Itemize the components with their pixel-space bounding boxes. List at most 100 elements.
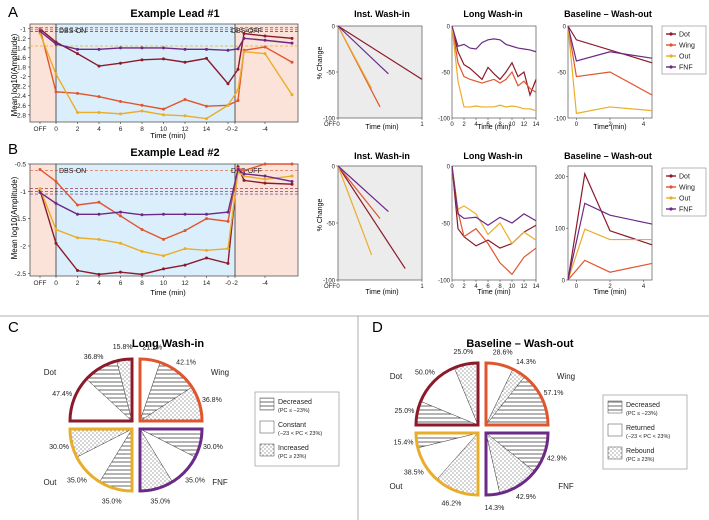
b-series-out-point (205, 248, 208, 252)
b-long-xtick-label: 14 (533, 284, 540, 290)
a-series-dot-point (97, 64, 101, 68)
b-inst-ylabel: % Change (317, 199, 324, 232)
b-series-out-point (290, 174, 294, 178)
d-pie-legend-sub: (−23 < PC < 23%) (626, 434, 670, 440)
d-fnf-slice-label: 14.3% (484, 505, 504, 512)
a-frame (29, 23, 299, 123)
b-series-out-point (263, 177, 267, 181)
b-xtick-label: -2 (232, 280, 238, 287)
b-inst-ytick-label: 0 (332, 165, 336, 171)
b-inst-xtick-label: 1 (420, 284, 424, 290)
b-series-out-point (183, 247, 187, 251)
c-fnf-quadrant-outline (138, 427, 204, 493)
b-legend-wing-marker (669, 185, 673, 189)
b-inst-series-out-line (337, 165, 373, 256)
a-xtick-label: 2 (76, 126, 80, 133)
a-xtick-label: 6 (119, 126, 123, 133)
a-base-ytick-label: -50 (557, 71, 566, 77)
b-series-dot-point (242, 178, 246, 182)
b-series-wing-point (140, 228, 144, 232)
c-pie-legend-swatch (259, 420, 275, 434)
a-series-out-point (263, 52, 267, 56)
c-label-out: Out (44, 478, 58, 487)
a-series-out-point (119, 112, 122, 116)
a-series-wing-point (183, 98, 187, 102)
a-xtick-label: -0 (225, 126, 231, 133)
b-series-wing-point (38, 167, 42, 171)
a-series-out-point (38, 32, 42, 36)
a-inst-ytick-label: 0 (332, 25, 336, 31)
b-series-dot-point (119, 270, 122, 274)
b-base-frame (567, 165, 653, 281)
a-long-ytick-label: -100 (438, 117, 451, 123)
d-label-fnf: FNF (558, 482, 574, 491)
panel-label-b: B (8, 141, 18, 158)
d-wing-slice-label: 28.6% (493, 349, 513, 356)
a-legend-out-marker (669, 54, 673, 58)
a-long-ytick-label: -50 (441, 71, 450, 77)
a-series-out-point (242, 50, 246, 54)
a-series-wing-point (236, 98, 240, 102)
a-long-frame (451, 25, 537, 119)
c-pie-legend-label: Decreased (278, 399, 312, 406)
a-ytick-label: -2.4 (15, 93, 27, 100)
a-ytick-label: -2.2 (15, 84, 27, 91)
b-series-wing-point (119, 214, 122, 218)
b-series-fnf-point (290, 179, 294, 183)
c-dot-quadrant-outline (68, 357, 134, 423)
a-series-dot-point (290, 36, 294, 40)
d-wing-slice-label: 57.1% (544, 390, 564, 397)
b-ytick-label: -2.5 (15, 271, 27, 278)
b-inst-xtick-label: 0 (336, 284, 340, 290)
d-pie-legend-label: Rebound (626, 448, 655, 455)
b-long-ytick-label: -50 (441, 222, 450, 228)
d-out-slice-label: 38.5% (404, 469, 424, 476)
d-pie-legend-swatch (607, 400, 623, 414)
b-series-dot-line (39, 164, 293, 276)
b-series-out-point (119, 241, 122, 245)
a-long-xtick-label: 4 (474, 122, 478, 128)
b-series-dot-point (183, 263, 187, 267)
panel-label-a: A (8, 4, 18, 21)
a-series-out-point (54, 72, 58, 76)
a-series-wing-point (119, 99, 122, 103)
b-series-fnf-point (76, 212, 79, 216)
d-dot-slice-label: 25.0% (395, 408, 415, 415)
c-pie-legend-swatch (259, 397, 275, 411)
a-bg-dbs-on (56, 24, 235, 122)
b-xtick-label: -4 (262, 280, 268, 287)
b-long-xtick-label: 6 (486, 284, 490, 290)
a-series-fnf-point (183, 47, 187, 51)
b-base-series-fnf-line (567, 202, 653, 281)
a-series-wing-point (76, 91, 79, 95)
a-series-out-point (205, 117, 208, 121)
chart-title-a-long: Long Wash-in (463, 9, 522, 19)
a-series-fnf-line (39, 30, 293, 51)
c-fnf-slice-label: 30.0% (203, 444, 223, 451)
c-out-slice-label: 35.0% (102, 499, 122, 506)
b-series-fnf-point (162, 212, 165, 216)
a-legend-dot-label: Dot (679, 32, 690, 39)
b-series-fnf-point (242, 172, 246, 176)
b-base-ytick-label: 200 (555, 175, 566, 181)
c-out-quadrant-outline (68, 427, 134, 493)
b-series-dot-point (76, 269, 79, 273)
chart-title-a-inst: Inst. Wash-in (354, 9, 410, 19)
b-ytick-label: -1.5 (15, 216, 27, 223)
panel-label-c: C (8, 319, 19, 336)
b-long-xtick-label: 10 (509, 284, 516, 290)
a-series-wing-point (290, 60, 294, 64)
b-long-series-fnf-line (451, 165, 537, 227)
a-series-dot-point (205, 56, 208, 60)
b-main-ylabel: Mean log10(Amplitude) (10, 176, 19, 259)
a-series-dot-point (263, 34, 267, 38)
d-dot-slice-label: 50.0% (415, 369, 435, 376)
a-series-fnf-point (54, 42, 58, 46)
d-pie-legend-swatch (607, 446, 623, 460)
d-pie-legend-sub: (PC ≥ 23%) (626, 457, 655, 463)
b-legend-dot-label: Dot (679, 174, 690, 181)
b-long-ytick-label: -100 (438, 279, 451, 285)
d-pie-legend-label: Decreased (626, 402, 660, 409)
c-pie-legend-label: Constant (278, 422, 306, 429)
a-series-fnf-point (140, 46, 144, 50)
